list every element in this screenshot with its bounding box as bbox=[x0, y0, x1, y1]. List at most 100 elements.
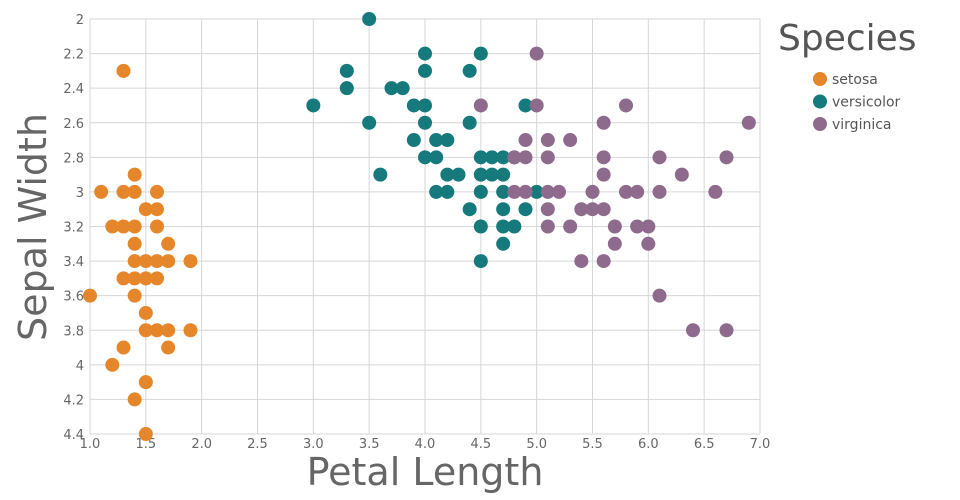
data-point-virginica bbox=[641, 219, 656, 234]
data-point-setosa bbox=[150, 323, 164, 338]
data-point-setosa bbox=[183, 323, 198, 338]
data-point-versicolor bbox=[518, 98, 533, 113]
data-point-setosa bbox=[127, 236, 142, 251]
x-tick-label: 3.5 bbox=[359, 437, 380, 452]
data-point-versicolor bbox=[496, 150, 511, 165]
data-point-versicolor bbox=[395, 81, 410, 96]
data-point-virginica bbox=[574, 202, 589, 217]
x-tick-label: 6.0 bbox=[638, 437, 659, 452]
data-point-virginica bbox=[540, 184, 555, 199]
data-point-virginica bbox=[596, 115, 611, 130]
data-point-setosa bbox=[161, 236, 176, 251]
x-axis-ticks: 1.0 1.5 2.0 2.5 3.0 3.5 4.0 4.5 5.0 5.5 6.0 6.5 7.0 bbox=[80, 437, 771, 452]
x-axis-title: Petal Length bbox=[307, 450, 544, 494]
data-point-versicolor bbox=[306, 98, 321, 113]
data-point-virginica bbox=[596, 202, 611, 217]
data-point-versicolor bbox=[496, 219, 511, 234]
data-point-versicolor bbox=[373, 167, 388, 182]
legend-label-versicolor: versicolor bbox=[832, 95, 901, 111]
data-point-virginica bbox=[630, 184, 645, 199]
data-point-versicolor bbox=[429, 184, 444, 199]
data-points bbox=[83, 12, 756, 441]
data-point-setosa bbox=[127, 288, 142, 303]
data-point-virginica bbox=[719, 323, 734, 338]
data-point-setosa bbox=[150, 202, 164, 217]
data-point-setosa bbox=[116, 63, 131, 78]
data-point-virginica bbox=[574, 254, 589, 269]
data-point-versicolor bbox=[406, 133, 421, 148]
data-point-versicolor bbox=[485, 150, 499, 165]
x-tick-label: 4.0 bbox=[415, 437, 436, 452]
data-point-versicolor bbox=[473, 184, 488, 199]
data-point-virginica bbox=[596, 167, 611, 182]
data-point-setosa bbox=[127, 254, 142, 269]
legend-title: Species bbox=[778, 18, 917, 59]
data-point-versicolor bbox=[496, 184, 511, 199]
data-point-versicolor bbox=[406, 98, 421, 113]
data-point-versicolor bbox=[429, 150, 444, 165]
y-tick-label: 2.8 bbox=[63, 151, 84, 166]
data-point-versicolor bbox=[462, 202, 477, 217]
x-tick-label: 5.0 bbox=[526, 437, 547, 452]
data-point-virginica bbox=[641, 236, 656, 251]
data-point-setosa bbox=[150, 184, 164, 199]
data-point-virginica bbox=[563, 219, 578, 234]
data-point-setosa bbox=[105, 219, 120, 234]
y-axis-ticks: 2 2.2 2.4 2.6 2.8 3 3.2 3.4 3.6 3.8 4 4.2 4.4 bbox=[63, 13, 84, 443]
data-point-versicolor bbox=[473, 150, 488, 165]
data-point-versicolor bbox=[418, 63, 432, 78]
data-point-setosa bbox=[138, 427, 153, 441]
x-tick-label: 3.0 bbox=[303, 437, 324, 452]
data-point-versicolor bbox=[440, 184, 455, 199]
data-point-virginica bbox=[741, 115, 756, 130]
legend-swatch-setosa bbox=[813, 72, 827, 86]
data-point-versicolor bbox=[418, 150, 432, 165]
data-point-virginica bbox=[686, 323, 700, 338]
data-point-virginica bbox=[585, 184, 600, 199]
data-point-setosa bbox=[127, 271, 142, 286]
data-point-setosa bbox=[138, 271, 153, 286]
data-point-setosa bbox=[116, 184, 131, 199]
data-point-virginica bbox=[652, 288, 667, 303]
data-point-versicolor bbox=[384, 81, 399, 96]
legend-swatch-virginica bbox=[813, 117, 827, 131]
x-tick-label: 2.0 bbox=[191, 437, 212, 452]
data-point-setosa bbox=[116, 271, 131, 286]
data-point-virginica bbox=[719, 150, 734, 165]
data-point-versicolor bbox=[496, 167, 511, 182]
data-point-versicolor bbox=[496, 202, 511, 217]
data-point-setosa bbox=[138, 375, 153, 390]
data-point-virginica bbox=[552, 184, 566, 199]
data-point-setosa bbox=[161, 323, 176, 338]
data-point-versicolor bbox=[429, 133, 444, 148]
y-tick-label: 2.2 bbox=[63, 48, 84, 63]
y-tick-label: 3.8 bbox=[63, 324, 84, 339]
y-tick-label: 2 bbox=[76, 13, 84, 28]
data-point-virginica bbox=[473, 98, 488, 113]
data-point-versicolor bbox=[473, 254, 488, 269]
data-point-setosa bbox=[138, 202, 153, 217]
data-point-setosa bbox=[127, 167, 142, 182]
data-point-setosa bbox=[83, 288, 97, 303]
data-point-virginica bbox=[540, 150, 555, 165]
data-point-versicolor bbox=[362, 115, 377, 130]
y-tick-label: 4.2 bbox=[63, 393, 84, 408]
data-point-versicolor bbox=[485, 167, 499, 182]
data-point-virginica bbox=[507, 150, 522, 165]
data-point-virginica bbox=[507, 184, 522, 199]
data-point-setosa bbox=[183, 254, 198, 269]
data-point-setosa bbox=[138, 323, 153, 338]
data-point-virginica bbox=[518, 184, 533, 199]
data-point-virginica bbox=[540, 202, 555, 217]
data-point-virginica bbox=[607, 219, 622, 234]
data-point-setosa bbox=[127, 219, 142, 234]
data-point-virginica bbox=[619, 184, 633, 199]
data-point-virginica bbox=[540, 219, 555, 234]
data-point-versicolor bbox=[462, 63, 477, 78]
data-point-virginica bbox=[529, 98, 544, 113]
data-point-versicolor bbox=[473, 46, 488, 61]
data-point-setosa bbox=[105, 357, 120, 372]
data-point-setosa bbox=[127, 392, 142, 407]
y-tick-label: 3.4 bbox=[63, 255, 84, 270]
